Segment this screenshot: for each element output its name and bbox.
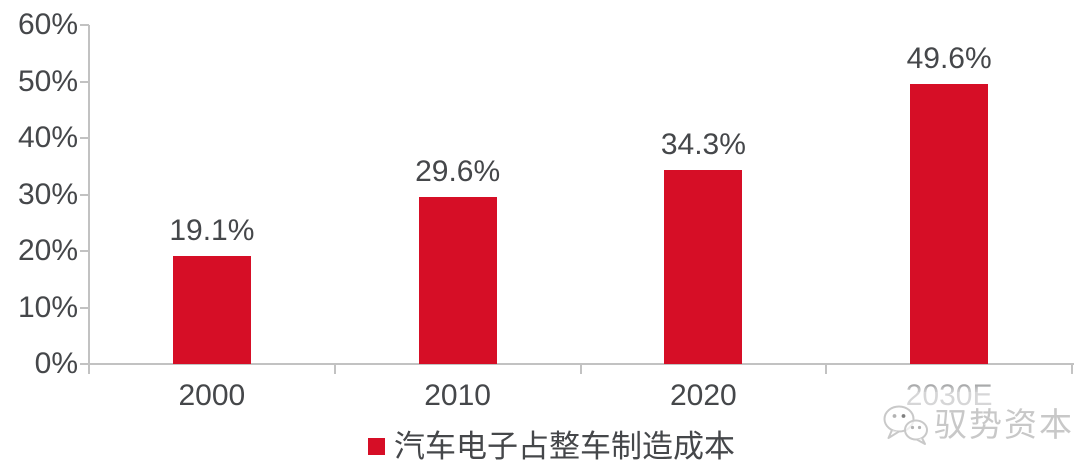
y-tick-label: 50% xyxy=(17,64,78,98)
x-tick-mark xyxy=(333,364,336,374)
bar-2000 xyxy=(172,256,251,364)
y-tick-label: 10% xyxy=(17,290,78,324)
y-tick-label: 20% xyxy=(17,234,78,267)
watermark: 驭势资本 xyxy=(882,392,1080,456)
legend: 汽车电子占整车制造成本 xyxy=(368,431,735,462)
x-tick-mark xyxy=(88,364,90,374)
y-tick-label: 60% xyxy=(17,8,78,41)
wechat-logo-icon xyxy=(883,405,928,445)
y-tick-mark xyxy=(80,306,89,309)
legend-marker xyxy=(368,438,385,455)
y-tick-label: 40% xyxy=(17,121,78,154)
y-tick-label: 0% xyxy=(34,347,78,380)
y-tick-mark xyxy=(80,363,89,365)
bar-2020 xyxy=(664,170,743,364)
y-tick-mark xyxy=(80,250,89,252)
y-tick-mark xyxy=(80,80,89,83)
y-tick-label: 30% xyxy=(17,177,78,211)
x-tick-mark xyxy=(579,364,582,374)
bar-value-label: 49.6% xyxy=(906,41,992,75)
y-axis-line xyxy=(88,25,90,364)
bar-2010 xyxy=(418,196,497,364)
y-tick-mark xyxy=(80,137,89,139)
bar-value-label: 29.6% xyxy=(415,154,501,188)
x-category-label: 2000 xyxy=(178,379,246,412)
x-category-label: 2010 xyxy=(424,379,491,412)
plot-area: 19.1% 29.6% 34.3% 49.6% xyxy=(89,25,1072,364)
x-tick-mark xyxy=(825,364,828,374)
x-category-label: 2020 xyxy=(670,379,737,412)
bar-value-label: 34.3% xyxy=(660,128,746,162)
bar-value-label: 19.1% xyxy=(169,214,255,248)
bar-2030E xyxy=(910,83,989,364)
y-tick-mark xyxy=(80,24,89,26)
legend-label: 汽车电子占整车制造成本 xyxy=(394,429,735,464)
x-tick-mark xyxy=(1071,364,1073,374)
watermark-text: 驭势资本 xyxy=(934,405,1074,443)
y-tick-mark xyxy=(80,193,89,196)
